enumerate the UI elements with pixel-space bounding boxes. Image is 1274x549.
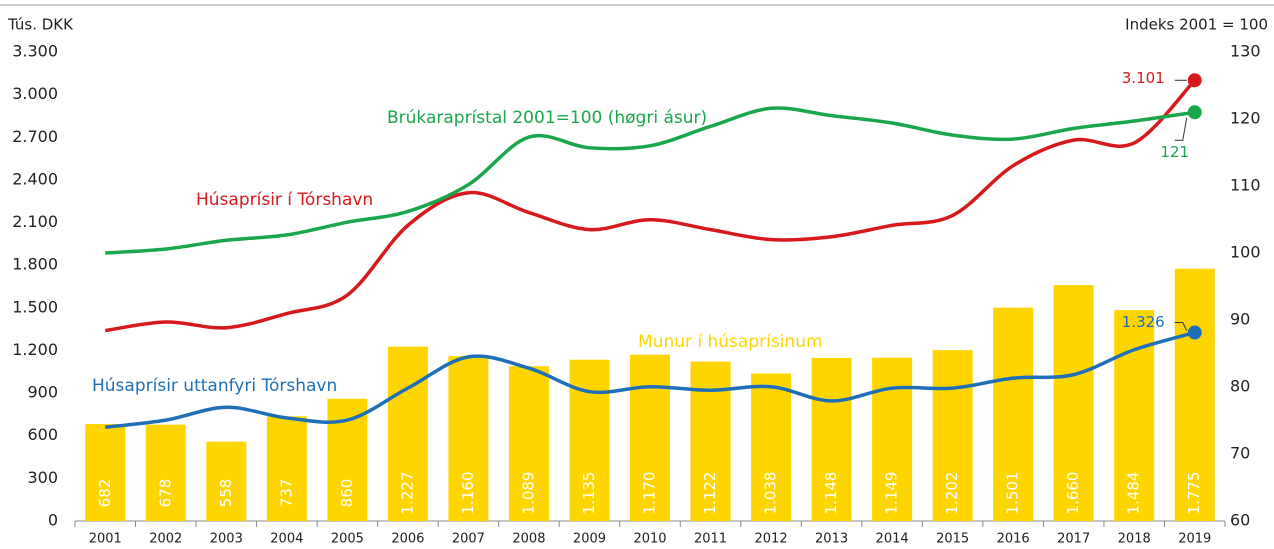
y-tick-label: 2.700 — [12, 127, 58, 146]
y-tick-label: 2.400 — [12, 169, 58, 188]
x-tick-label: 2006 — [391, 532, 424, 547]
bar — [811, 357, 852, 521]
series-label: Brúkaraprístal 2001=100 (høgri ásur) — [387, 108, 707, 128]
bar — [1174, 268, 1215, 521]
y-tick-label: 3.300 — [12, 42, 58, 61]
line — [105, 79, 1197, 333]
series-label: Húsaprísir uttanfyri Tórshavn — [92, 376, 337, 396]
x-tick-label: 2010 — [633, 532, 666, 547]
end-value-label: 3.101 — [1122, 69, 1165, 87]
leader-line — [1174, 322, 1188, 331]
y2-tick-label: 120 — [1230, 109, 1261, 128]
x-tick-label: 2011 — [694, 532, 727, 547]
bar — [145, 424, 186, 521]
x-tick-label: 2014 — [876, 532, 909, 547]
y2-tick-label: 110 — [1230, 176, 1261, 195]
end-value-label: 121 — [1160, 143, 1189, 161]
bar — [266, 416, 307, 521]
y2-axis-label: Indeks 2001 = 100 — [1125, 16, 1268, 34]
bar-value-label: 737 — [277, 479, 295, 508]
x-tick-label: 2005 — [331, 532, 364, 547]
x-tick-label: 2002 — [149, 532, 182, 547]
bar — [206, 441, 247, 521]
x-tick-label: 2015 — [936, 532, 969, 547]
bar-value-label: 558 — [217, 479, 235, 508]
end-marker — [1187, 325, 1202, 340]
bar — [1053, 285, 1094, 521]
x-tick-label: 2018 — [1118, 532, 1151, 547]
y-tick-label: 1.200 — [12, 340, 58, 359]
leader-line — [1174, 117, 1188, 141]
bar-value-label: 1.227 — [398, 472, 416, 515]
x-tick-label: 2013 — [815, 532, 848, 547]
y2-tick-label: 70 — [1230, 444, 1250, 463]
bar — [872, 357, 913, 521]
y-tick-label: 2.100 — [12, 212, 58, 231]
bar — [932, 350, 973, 521]
bar-value-label: 1.660 — [1064, 472, 1082, 515]
bar-value-label: 1.135 — [580, 472, 598, 515]
bar — [387, 346, 428, 521]
end-value-label: 1.326 — [1122, 313, 1165, 331]
y-tick-label: 0 — [48, 511, 58, 530]
x-tick-label: 2019 — [1178, 532, 1211, 547]
y-tick-label: 300 — [27, 468, 58, 487]
bar — [85, 424, 126, 521]
y2-tick-label: 90 — [1230, 310, 1250, 329]
y2-tick-label: 60 — [1230, 511, 1250, 530]
bar-value-label: 1.501 — [1004, 472, 1022, 515]
y-tick-label: 1.800 — [12, 255, 58, 274]
line — [105, 106, 1195, 255]
x-tick-label: 2008 — [512, 532, 545, 547]
bar — [448, 356, 489, 521]
bar-value-label: 1.149 — [883, 472, 901, 515]
bar-value-label: 1.122 — [701, 472, 719, 515]
bar-value-label: 1.160 — [459, 472, 477, 515]
x-tick-label: 2004 — [270, 532, 303, 547]
bar-value-label: 682 — [96, 479, 114, 508]
bar-value-label: 678 — [156, 479, 174, 508]
end-marker — [1187, 105, 1202, 120]
y-tick-label: 3.000 — [12, 84, 58, 103]
end-marker — [1187, 73, 1202, 88]
bar-value-label: 1.484 — [1125, 472, 1143, 515]
x-tick-label: 2012 — [755, 532, 788, 547]
bar-value-label: 1.202 — [943, 472, 961, 515]
x-tick-label: 2003 — [210, 532, 243, 547]
bar — [508, 366, 549, 521]
x-tick-label: 2009 — [573, 532, 606, 547]
y2-tick-label: 80 — [1230, 377, 1250, 396]
series-label: Húsaprísir í Tórshavn — [196, 190, 373, 210]
x-tick-label: 2001 — [89, 532, 122, 547]
bar — [993, 307, 1034, 521]
bar-value-label: 1.775 — [1185, 472, 1203, 515]
y-tick-label: 600 — [27, 425, 58, 444]
line — [105, 330, 1196, 429]
y-axis-label: Tús. DKK — [7, 16, 74, 34]
bar-value-label: 1.089 — [519, 472, 537, 515]
y2-tick-label: 100 — [1230, 243, 1261, 262]
series-label: Munur í húsaprísinum — [638, 332, 823, 352]
bar — [630, 354, 670, 521]
y2-tick-label: 130 — [1230, 42, 1261, 61]
bar-value-label: 1.148 — [822, 472, 840, 515]
bar — [751, 373, 792, 521]
bar-value-label: 860 — [338, 479, 356, 508]
x-tick-label: 2016 — [997, 532, 1030, 547]
y-tick-label: 900 — [27, 383, 58, 402]
bar-value-label: 1.170 — [641, 472, 659, 515]
y-tick-label: 1.500 — [12, 297, 58, 316]
x-tick-label: 2007 — [452, 532, 485, 547]
bar-value-label: 1.038 — [762, 472, 780, 515]
x-tick-label: 2017 — [1057, 532, 1090, 547]
